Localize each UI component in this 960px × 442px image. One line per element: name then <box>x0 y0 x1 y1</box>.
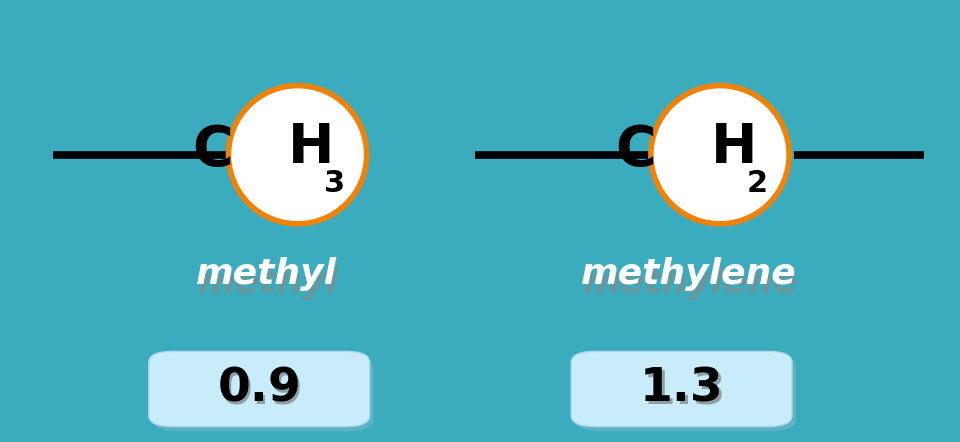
Text: 3: 3 <box>324 169 346 198</box>
FancyBboxPatch shape <box>575 356 796 431</box>
FancyBboxPatch shape <box>149 351 370 427</box>
Text: 0.9: 0.9 <box>217 366 301 412</box>
FancyBboxPatch shape <box>571 351 792 427</box>
Text: methyl: methyl <box>196 257 336 291</box>
Text: methylene: methylene <box>581 257 796 291</box>
Text: methylene: methylene <box>584 266 799 300</box>
Text: methyl: methyl <box>199 266 339 300</box>
Ellipse shape <box>651 86 789 224</box>
Ellipse shape <box>228 86 367 224</box>
Text: H: H <box>288 121 334 175</box>
Text: C: C <box>193 123 233 177</box>
Text: 2: 2 <box>747 169 768 198</box>
FancyBboxPatch shape <box>153 356 373 431</box>
Text: 1.3: 1.3 <box>639 366 724 412</box>
Text: C: C <box>615 123 656 177</box>
Text: 0.9: 0.9 <box>220 370 304 415</box>
Text: 1.3: 1.3 <box>642 370 727 415</box>
Text: H: H <box>710 121 756 175</box>
